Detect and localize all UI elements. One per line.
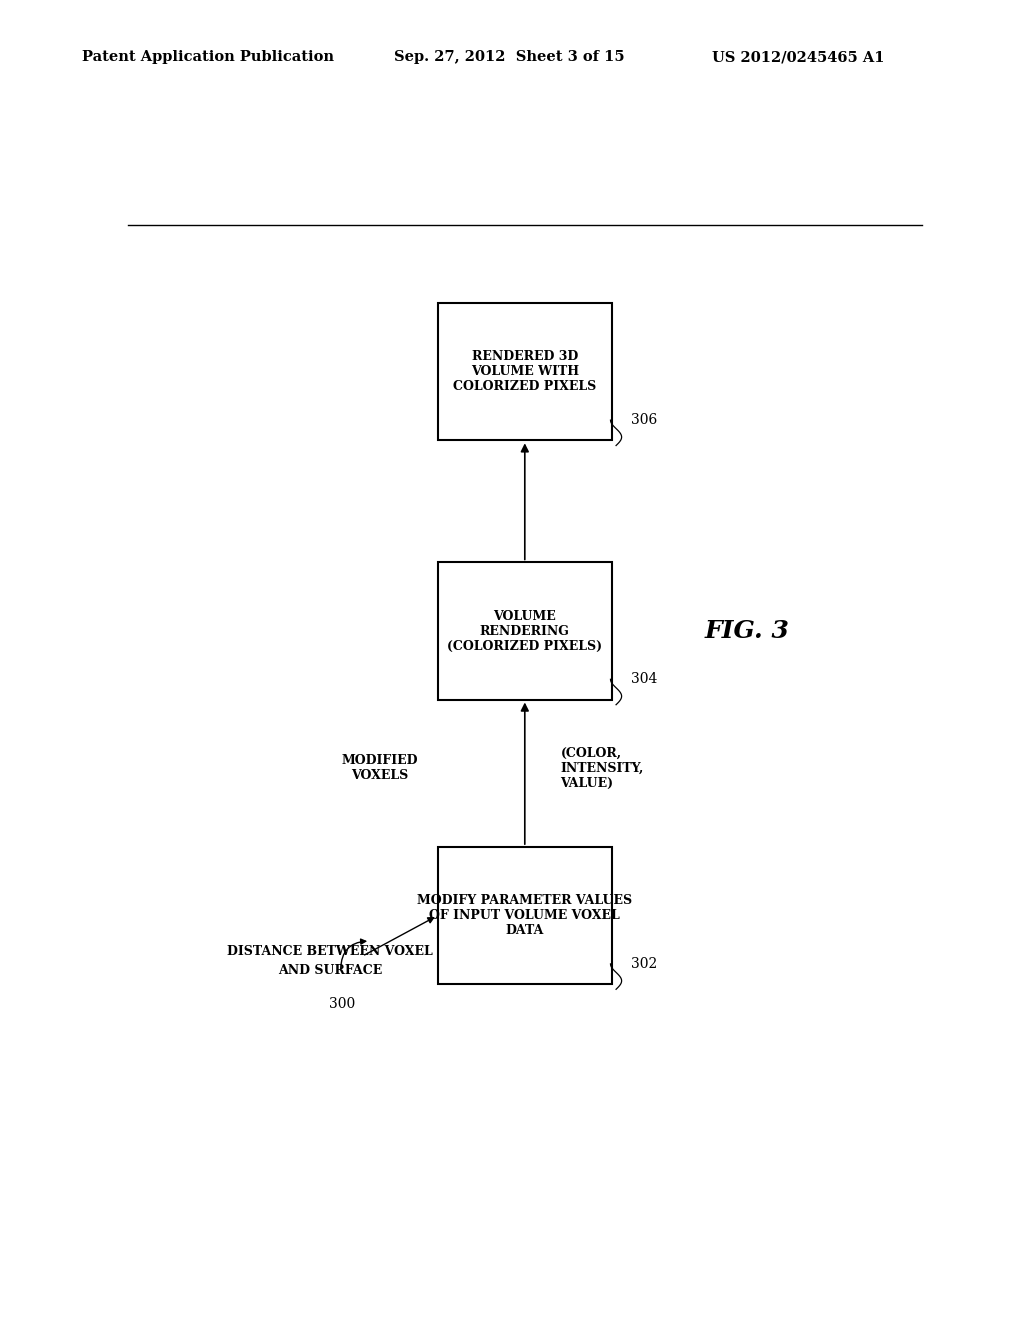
Text: VOLUME
RENDERING
(COLORIZED PIXELS): VOLUME RENDERING (COLORIZED PIXELS)	[447, 610, 602, 652]
Text: (COLOR,
INTENSITY,
VALUE): (COLOR, INTENSITY, VALUE)	[560, 747, 644, 789]
Bar	[437, 562, 612, 700]
Text: Patent Application Publication: Patent Application Publication	[82, 50, 334, 65]
Text: 306: 306	[631, 413, 657, 428]
Text: Sep. 27, 2012  Sheet 3 of 15: Sep. 27, 2012 Sheet 3 of 15	[394, 50, 625, 65]
Text: DISTANCE BETWEEN VOXEL: DISTANCE BETWEEN VOXEL	[227, 945, 433, 958]
Text: 302: 302	[631, 957, 657, 972]
Bar	[437, 847, 612, 985]
Text: US 2012/0245465 A1: US 2012/0245465 A1	[712, 50, 884, 65]
Text: AND SURFACE: AND SURFACE	[279, 964, 383, 977]
Text: FIG. 3: FIG. 3	[705, 619, 790, 643]
Text: MODIFY PARAMETER VALUES
OF INPUT VOLUME VOXEL
DATA: MODIFY PARAMETER VALUES OF INPUT VOLUME …	[417, 894, 633, 937]
Bar	[437, 304, 612, 441]
Text: 304: 304	[631, 672, 657, 686]
Text: MODIFIED
VOXELS: MODIFIED VOXELS	[341, 754, 418, 783]
Text: RENDERED 3D
VOLUME WITH
COLORIZED PIXELS: RENDERED 3D VOLUME WITH COLORIZED PIXELS	[454, 350, 596, 393]
Text: 300: 300	[329, 997, 355, 1011]
